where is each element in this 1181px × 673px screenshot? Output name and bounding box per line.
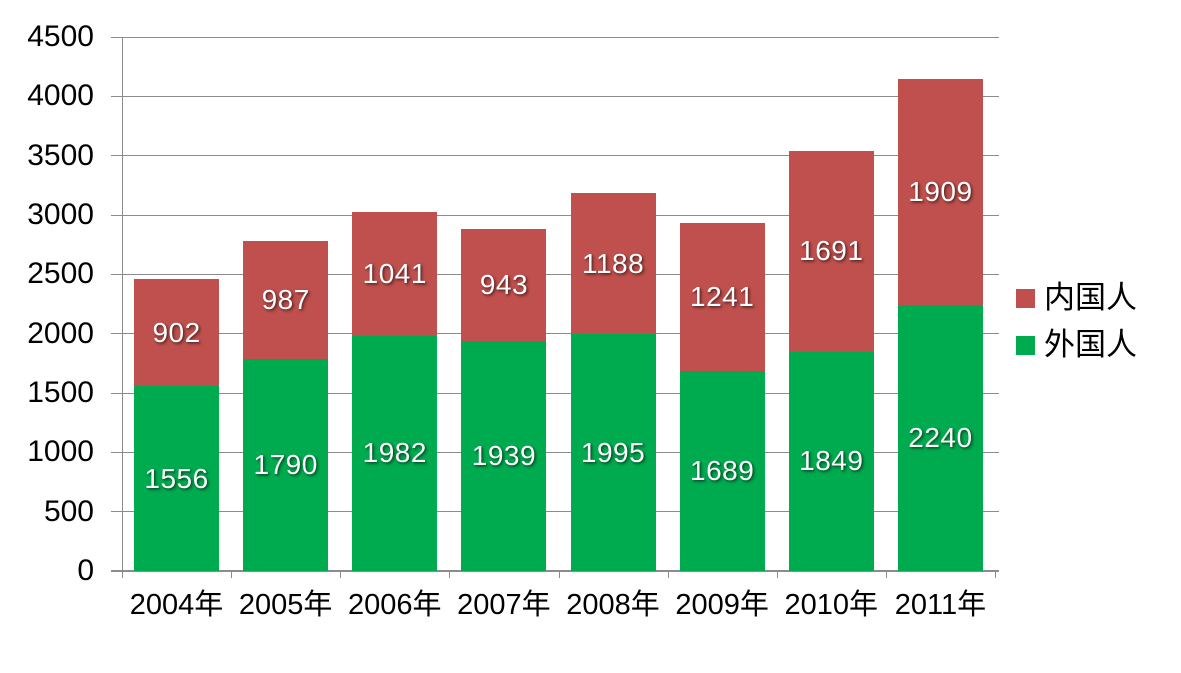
legend-marker: [1016, 288, 1035, 308]
x-axis-tick: [776, 571, 778, 578]
bar-data-label: 1556: [144, 462, 209, 494]
bar-segment: [679, 370, 765, 571]
x-axis-tick: [231, 571, 233, 578]
bar-data-label: 1691: [799, 235, 864, 267]
gridline: [111, 36, 999, 38]
plot-area: 1556 902 1790 987 1982 1041 1939 943 1995 1188 168…: [111, 36, 999, 578]
x-axis-tick: [122, 571, 123, 578]
y-axis-tick-label: 4000: [27, 79, 94, 113]
bar-data-label: 1939: [471, 439, 537, 471]
y-axis-tick-label: 1000: [27, 435, 94, 469]
y-axis-tick-label: 4500: [27, 20, 94, 53]
legend-label: 内国人: [1044, 280, 1137, 315]
gridline: [111, 95, 999, 97]
y-axis-tick-label: 0: [77, 554, 94, 587]
x-axis-tick: [558, 571, 560, 578]
bar-segment: [570, 334, 656, 571]
y-axis-tick-label: 3000: [27, 198, 94, 231]
y-axis-tick-label: 1500: [27, 376, 94, 409]
gridline: [111, 273, 999, 275]
bar-data-label: 1241: [690, 280, 755, 312]
bar-data-label: 987: [261, 284, 310, 316]
bar-segment: [679, 223, 765, 371]
y-axis-line: [122, 37, 123, 571]
gridline: [111, 333, 999, 335]
x-axis-category-label: 2004年: [129, 589, 224, 621]
bar-data-label: 1849: [799, 445, 864, 477]
x-axis-category-label: 2009年: [675, 589, 769, 621]
x-axis-category-label: 2010年: [784, 589, 879, 621]
x-axis-tick: [449, 571, 451, 578]
bar-data-label: 1995: [580, 436, 646, 468]
x-axis-category-label: 2007年: [457, 589, 551, 621]
x-axis-tick: [667, 571, 669, 578]
gridline: [111, 451, 999, 453]
bar-segment: [897, 78, 983, 306]
x-axis-category-label: 2006年: [348, 589, 442, 621]
x-axis-category-label: 2008年: [566, 589, 660, 621]
y-axis-tick-label: 2500: [27, 257, 94, 291]
x-axis-line: [111, 570, 999, 572]
gridline: [111, 511, 999, 513]
y-axis-tick-label: 2000: [27, 316, 94, 350]
legend: 内国人 外国人: [1016, 281, 1137, 375]
x-axis-category-label: 2011年: [894, 589, 987, 621]
bar-data-label: 1188: [581, 247, 645, 279]
bar-segment: [134, 386, 220, 571]
x-axis-tick: [885, 571, 887, 578]
bar-segment: [243, 358, 329, 571]
bar-segment: [243, 241, 329, 359]
x-axis-category-label: 2005年: [238, 589, 333, 621]
bar-segment: [352, 335, 438, 571]
bar-segment: [461, 340, 547, 571]
y-axis-tick-label: 3500: [27, 138, 94, 172]
gridline: [111, 214, 999, 216]
bar-data-label: 1041: [362, 258, 427, 290]
bar-data-label: 2240: [908, 422, 973, 454]
bar-data-label: 943: [479, 268, 529, 300]
legend-marker: [1016, 335, 1035, 355]
bar-data-label: 902: [152, 316, 201, 348]
legend-label: 外国人: [1044, 327, 1137, 362]
gridline: [111, 392, 999, 394]
bar-segment: [134, 279, 220, 387]
bar-data-label: 1689: [690, 454, 755, 486]
gridline: [111, 155, 999, 157]
bar-data-label: 1982: [362, 437, 427, 469]
legend-item: 内国人: [1016, 281, 1137, 315]
x-axis-tick: [340, 571, 342, 578]
bar-segment: [788, 150, 874, 352]
x-axis-tick: [995, 571, 996, 578]
bar-segment: [352, 212, 438, 336]
bar-segment: [570, 193, 656, 335]
bar-data-label: 1790: [253, 448, 318, 480]
bar-data-label: 1909: [908, 175, 973, 207]
bar-segment: [897, 305, 983, 571]
bar-segment: [461, 229, 547, 341]
legend-item: 外国人: [1016, 328, 1137, 362]
y-axis-tick-label: 500: [43, 494, 94, 528]
bar-segment: [788, 351, 874, 571]
